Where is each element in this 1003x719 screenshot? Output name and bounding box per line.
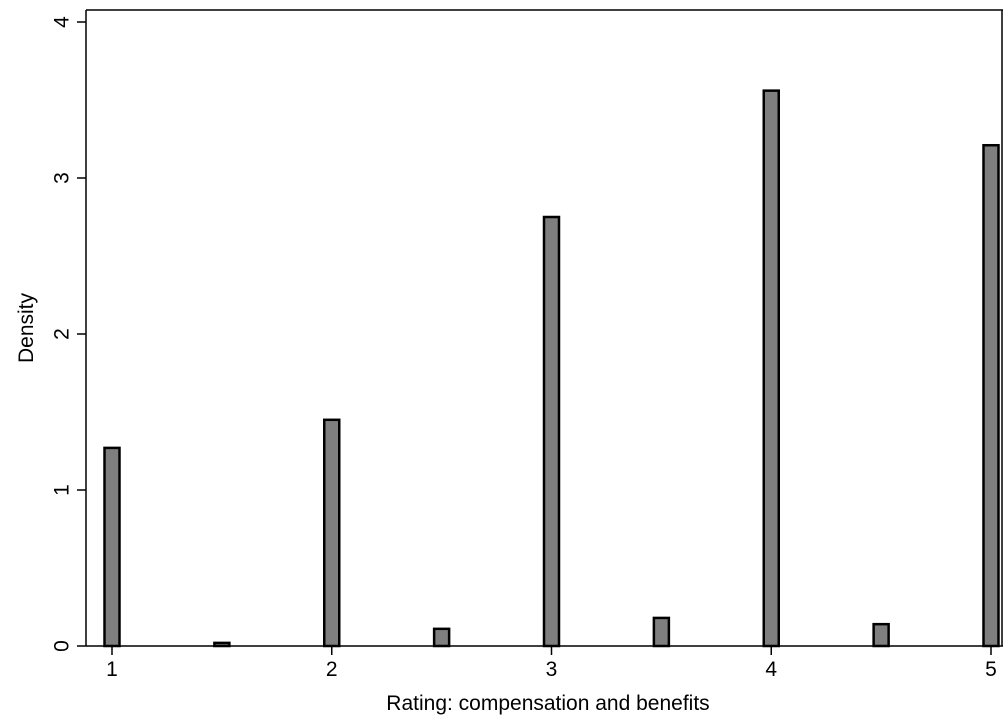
y-tick-label: 2 (51, 328, 74, 340)
bars-layer (103, 89, 1000, 648)
x-tick-label: 4 (765, 658, 777, 681)
x-tick-label: 5 (985, 658, 997, 681)
histogram-bar (542, 215, 561, 648)
histogram-bar (103, 446, 121, 648)
histogram-bar (432, 627, 451, 648)
y-axis-title: Density (15, 292, 38, 363)
histogram-bar (872, 622, 890, 648)
histogram-bar (762, 89, 780, 648)
histogram-bar (982, 143, 1000, 648)
histogram-bar (652, 616, 671, 648)
x-axis-title: Rating: compensation and benefits (386, 692, 709, 715)
y-tick-label: 4 (51, 16, 74, 28)
y-tick-label: 3 (51, 172, 74, 184)
ticks-layer: 1 2 3 4 5 0 1 2 3 4 (51, 16, 997, 681)
x-tick-label: 1 (106, 658, 118, 681)
y-tick-label: 1 (51, 484, 74, 496)
x-tick-label: 3 (546, 658, 558, 681)
axes-layer (85, 9, 1003, 647)
y-tick-label: 0 (51, 640, 74, 652)
histogram-bar (323, 418, 341, 648)
x-tick-label: 2 (326, 658, 338, 681)
